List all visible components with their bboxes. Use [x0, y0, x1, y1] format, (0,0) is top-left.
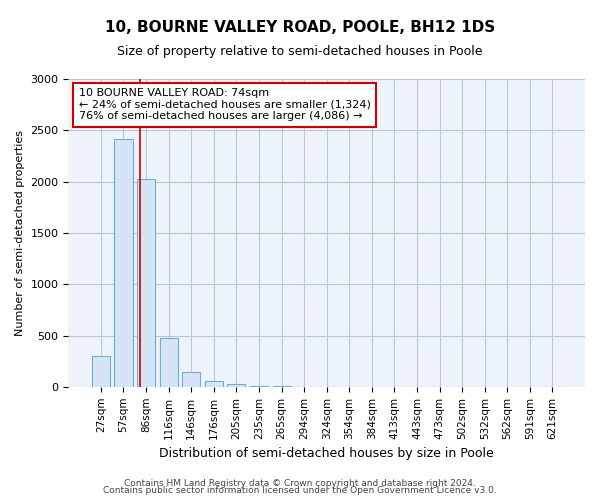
Text: 10, BOURNE VALLEY ROAD, POOLE, BH12 1DS: 10, BOURNE VALLEY ROAD, POOLE, BH12 1DS	[105, 20, 495, 35]
Bar	[250, 386, 268, 387]
Bar	[137, 178, 155, 387]
Text: Contains HM Land Registry data © Crown copyright and database right 2024.: Contains HM Land Registry data © Crown c…	[124, 478, 476, 488]
Text: 10 BOURNE VALLEY ROAD: 74sqm
← 24% of semi-detached houses are smaller (1,324)
7: 10 BOURNE VALLEY ROAD: 74sqm ← 24% of se…	[79, 88, 371, 122]
X-axis label: Distribution of semi-detached houses by size in Poole: Distribution of semi-detached houses by …	[160, 447, 494, 460]
Y-axis label: Number of semi-detached properties: Number of semi-detached properties	[15, 130, 25, 336]
Bar	[92, 356, 110, 387]
Bar	[160, 338, 178, 387]
Bar	[272, 386, 290, 387]
Text: Size of property relative to semi-detached houses in Poole: Size of property relative to semi-detach…	[117, 45, 483, 58]
Bar	[227, 384, 245, 387]
Bar	[182, 372, 200, 387]
Text: Contains public sector information licensed under the Open Government Licence v3: Contains public sector information licen…	[103, 486, 497, 495]
Bar	[115, 138, 133, 387]
Bar	[205, 380, 223, 387]
